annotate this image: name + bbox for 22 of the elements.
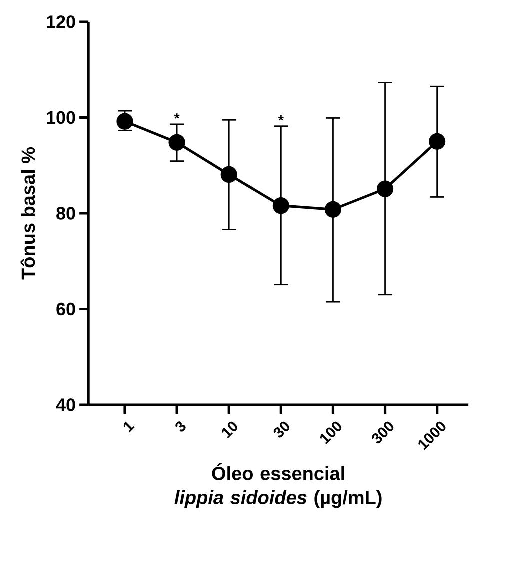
point xyxy=(116,113,134,130)
x-tick-label: 1 xyxy=(124,422,135,432)
x-tick-label: 3 xyxy=(176,422,186,432)
y-axis-title: Tônus basal % xyxy=(20,147,36,280)
x-tick-label: 100 xyxy=(320,422,342,444)
annotation: * xyxy=(278,116,284,121)
x-tick-label: 10 xyxy=(222,422,238,438)
x-axis-title: Óleo essencial lippia sidoides (µg/mL) xyxy=(174,463,382,508)
point xyxy=(168,134,186,151)
x-tick-label: 300 xyxy=(372,422,394,444)
point xyxy=(324,201,342,218)
point xyxy=(220,166,238,184)
y-tick-label: 100 xyxy=(47,111,76,124)
x-tick-label: 30 xyxy=(274,422,290,438)
y-tick-label: 80 xyxy=(56,207,76,220)
y-tick-label: 60 xyxy=(56,302,76,316)
y-tick-label: 120 xyxy=(47,16,76,28)
annotation: * xyxy=(174,114,180,119)
y-tick-label: 40 xyxy=(56,398,76,412)
point xyxy=(376,180,394,198)
point xyxy=(429,133,446,150)
point xyxy=(272,198,290,214)
